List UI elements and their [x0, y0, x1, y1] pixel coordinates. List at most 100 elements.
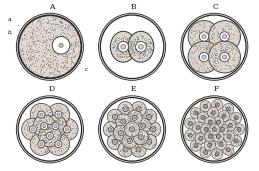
Point: [119, 149, 123, 152]
Point: [123, 43, 127, 46]
Point: [21, 52, 25, 55]
Point: [222, 140, 226, 143]
Point: [112, 140, 117, 143]
Point: [138, 50, 142, 53]
Point: [43, 141, 47, 143]
Point: [185, 132, 189, 135]
Point: [114, 128, 118, 131]
Point: [52, 147, 56, 150]
Point: [71, 47, 75, 50]
Point: [135, 103, 139, 106]
Point: [30, 111, 34, 114]
Point: [113, 39, 118, 41]
Point: [141, 42, 145, 45]
Point: [44, 30, 48, 33]
Point: [232, 141, 236, 144]
Point: [214, 136, 218, 139]
Point: [39, 133, 43, 135]
Point: [226, 28, 230, 30]
Point: [110, 46, 114, 49]
Point: [218, 101, 222, 103]
Point: [44, 131, 48, 134]
Point: [123, 142, 127, 145]
Point: [42, 139, 46, 142]
Point: [54, 17, 58, 20]
Point: [223, 33, 227, 35]
Point: [223, 30, 227, 33]
Point: [54, 124, 58, 126]
Point: [45, 124, 49, 127]
Point: [63, 27, 68, 29]
Point: [211, 32, 215, 34]
Point: [193, 146, 197, 148]
Point: [135, 51, 139, 54]
Point: [60, 47, 64, 50]
Point: [113, 138, 117, 140]
Point: [74, 45, 78, 48]
Circle shape: [146, 122, 161, 137]
Point: [120, 39, 125, 42]
Point: [65, 29, 69, 31]
Point: [49, 113, 54, 116]
Point: [39, 25, 43, 28]
Point: [150, 145, 154, 148]
Point: [198, 64, 202, 67]
Point: [226, 39, 230, 42]
Point: [120, 53, 124, 56]
Point: [229, 69, 233, 71]
Point: [147, 41, 151, 44]
Point: [238, 118, 242, 120]
Point: [32, 56, 36, 58]
Point: [127, 49, 131, 52]
Point: [218, 141, 222, 144]
Point: [210, 112, 214, 114]
Point: [51, 143, 55, 145]
Point: [27, 66, 31, 69]
Point: [208, 143, 212, 145]
Circle shape: [33, 115, 55, 137]
Point: [111, 127, 116, 130]
Point: [202, 135, 206, 138]
Point: [195, 147, 199, 150]
Point: [196, 122, 200, 125]
Point: [211, 44, 215, 46]
Point: [126, 139, 131, 141]
Point: [53, 132, 57, 134]
Point: [136, 147, 140, 149]
Point: [145, 111, 149, 113]
Point: [64, 61, 68, 63]
Point: [216, 32, 220, 35]
Point: [221, 129, 225, 132]
Circle shape: [131, 142, 146, 157]
Point: [117, 120, 121, 122]
Point: [108, 124, 112, 127]
Point: [116, 46, 120, 49]
Point: [143, 125, 147, 128]
Point: [30, 34, 34, 37]
Point: [119, 40, 123, 43]
Point: [135, 111, 140, 114]
Point: [202, 45, 206, 48]
Point: [219, 44, 223, 47]
Point: [126, 120, 130, 122]
Point: [116, 56, 120, 58]
Point: [46, 139, 50, 142]
Point: [201, 34, 205, 36]
Circle shape: [47, 133, 70, 155]
Point: [193, 60, 198, 62]
Point: [135, 148, 140, 150]
Point: [213, 124, 217, 127]
Point: [152, 133, 156, 135]
Point: [50, 38, 54, 40]
Point: [208, 25, 213, 28]
Point: [198, 142, 202, 145]
Point: [51, 17, 55, 20]
Point: [201, 63, 205, 65]
Point: [204, 46, 208, 49]
Point: [44, 29, 48, 31]
Point: [117, 127, 121, 129]
Circle shape: [152, 128, 154, 130]
Point: [208, 121, 212, 124]
Point: [109, 139, 113, 142]
Point: [211, 120, 215, 122]
